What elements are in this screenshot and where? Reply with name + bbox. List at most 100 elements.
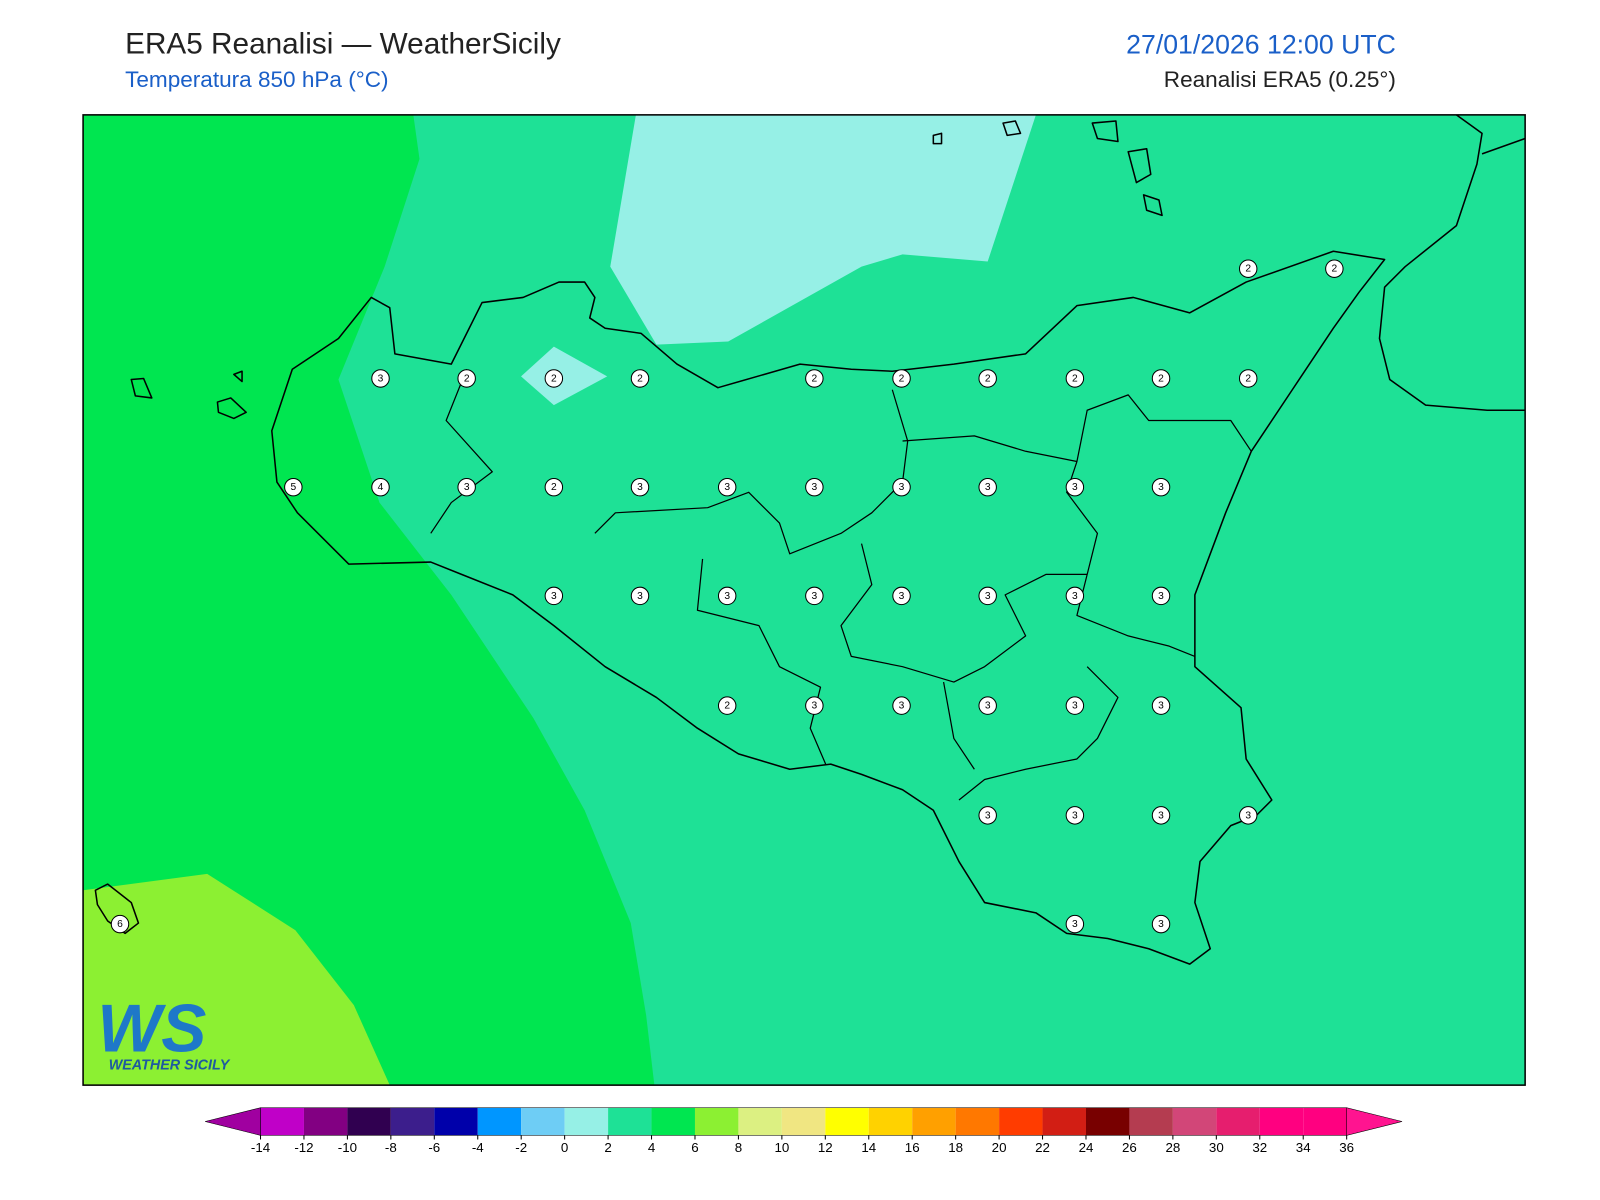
station-value: 2 (464, 373, 470, 384)
colorbar-bin (521, 1107, 565, 1136)
station-value: 2 (1072, 373, 1078, 384)
station-marker (1065, 806, 1085, 825)
station-marker (1065, 369, 1085, 388)
station-value: 3 (1158, 810, 1164, 821)
station-value: 2 (1245, 264, 1251, 275)
station-value: 3 (812, 701, 818, 712)
station-marker (892, 369, 911, 388)
colorbar-tick-label: -2 (515, 1140, 527, 1155)
colorbar-tick-label: 18 (948, 1140, 963, 1155)
station-marker (805, 696, 824, 715)
logo-mark: WS (97, 991, 206, 1066)
colorbar-bin (1129, 1107, 1173, 1136)
station-marker (978, 586, 997, 606)
islands (94, 120, 1163, 935)
datetime: 27/01/2026 12:00 UTC (1126, 29, 1396, 59)
station-value: 3 (899, 482, 905, 493)
colorbar-bin (651, 1107, 695, 1136)
station-value: 3 (1158, 919, 1164, 930)
station-marker (1151, 696, 1171, 715)
station-marker (371, 369, 390, 388)
station-value: 2 (637, 373, 643, 384)
colorbar-bin (781, 1107, 826, 1136)
colorbar-tick-label: 4 (648, 1140, 656, 1155)
station-value: 3 (1072, 591, 1078, 602)
subtitle: Temperatura 850 hPa (°C) (125, 67, 388, 92)
colorbar-bin (303, 1107, 348, 1136)
map-frame (82, 114, 1526, 1086)
station-value: 2 (551, 373, 557, 384)
station-value: 3 (899, 701, 905, 712)
station-marker (630, 477, 650, 497)
station-value: 3 (1072, 919, 1078, 930)
station-marker (284, 477, 303, 497)
station-marker (630, 369, 650, 388)
station-value: 3 (378, 373, 384, 384)
station-marker (544, 369, 564, 388)
sicily-coast (271, 250, 1386, 965)
station-value: 2 (1245, 373, 1251, 384)
colorbar-bin (694, 1107, 739, 1136)
station-marker (1065, 586, 1085, 606)
station-value: 6 (117, 919, 123, 930)
colorbar-tick-label: 30 (1209, 1140, 1224, 1155)
colorbar-tick-label: 2 (604, 1140, 611, 1155)
colorbar-bin (608, 1107, 652, 1136)
station-value: 3 (724, 482, 730, 493)
station-value: 3 (1158, 701, 1164, 712)
station-value: 3 (464, 482, 470, 493)
colorbar-tick-label: 32 (1252, 1140, 1267, 1155)
station-marker (892, 477, 911, 497)
station-value: 4 (378, 482, 384, 493)
station-value: 3 (812, 591, 818, 602)
station-value: 3 (1245, 810, 1251, 821)
station-marker (1238, 259, 1258, 278)
colorbar-tick-label: 16 (905, 1140, 920, 1155)
station-value: 3 (637, 482, 643, 493)
station-marker (717, 696, 737, 715)
station-marker (978, 806, 997, 825)
colorbar-tick-label: 28 (1165, 1140, 1180, 1155)
colorbar-bin (1042, 1107, 1086, 1136)
station-marker (110, 914, 130, 934)
station-marker (978, 477, 997, 497)
station-value: 3 (1072, 701, 1078, 712)
station-value: 3 (1158, 482, 1164, 493)
field-4-6 (83, 114, 655, 1086)
colorbar-tick-label: 20 (992, 1140, 1007, 1155)
station-marker (544, 477, 564, 497)
colorbar-tick-label: 12 (818, 1140, 833, 1155)
colorbar-bin (1216, 1107, 1260, 1136)
colorbar-bin (912, 1107, 956, 1136)
map-area: 2 2 3 2 2 2 2 2 2 2 2 2 5 4 3 2 3 3 3 3 3 3 3 3 3 3 3 3 3 3 3 2 3 3 3 3 3 3 3 3… (83, 114, 1526, 1086)
station-marker (892, 586, 911, 606)
station-marker (805, 369, 824, 388)
station-value: 3 (985, 482, 991, 493)
field-0-2 (521, 346, 608, 406)
station-marker (1151, 477, 1171, 497)
station-value: 3 (1158, 591, 1164, 602)
station-value: 5 (290, 482, 296, 493)
colorbar-tick-label: 36 (1339, 1140, 1354, 1155)
station-value: 3 (551, 591, 557, 602)
calabria-coast (1378, 114, 1526, 412)
colorbar-bin (738, 1107, 782, 1136)
colorbar-tick-label: 10 (774, 1140, 789, 1155)
station-marker (1151, 369, 1171, 388)
field-6-8 (83, 873, 390, 1086)
colorbar-bin (1303, 1107, 1347, 1136)
station-marker (978, 369, 997, 388)
station-marker (805, 477, 824, 497)
station-marker (371, 477, 390, 497)
title: ERA5 Reanalisi — WeatherSicily (125, 27, 561, 60)
station-marker (717, 586, 737, 606)
station-marker (457, 477, 476, 497)
colorbar-tick-label: 8 (735, 1140, 742, 1155)
station-marker (717, 477, 737, 497)
station-marker (978, 696, 997, 715)
colorbar-tick-label: 0 (561, 1140, 568, 1155)
station-value: 2 (1158, 373, 1164, 384)
colorbar-bin (1085, 1107, 1130, 1136)
province-borders (430, 369, 1252, 801)
